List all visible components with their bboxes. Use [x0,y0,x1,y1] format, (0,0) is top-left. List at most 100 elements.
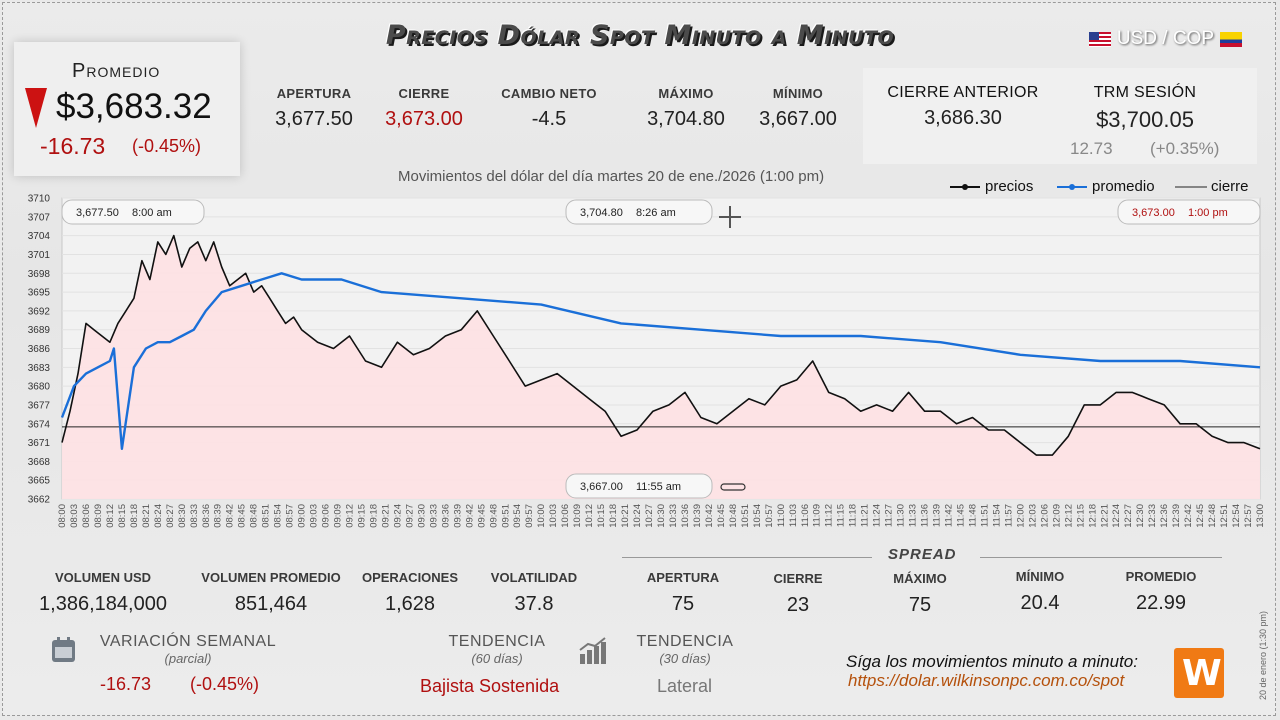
x-tick-label: 09:03 [309,504,320,528]
x-tick-label: 12:27 [1123,504,1134,528]
x-tick-label: 10:36 [680,504,691,528]
stat-value: 3,667.00 [759,108,837,130]
stat-operaciones: OPERACIONES 1,628 [356,570,464,616]
tendencia-30-sub: (30 días) [659,651,711,666]
x-tick-label: 08:03 [69,504,80,528]
stat-label: TRM SESIÓN [1093,84,1197,101]
bar-chart-icon [579,637,606,664]
annotation-time: 8:26 am [636,207,676,219]
x-tick-label: 10:15 [596,504,607,528]
x-tick-label: 09:00 [297,504,308,528]
x-tick-label: 10:48 [728,504,739,528]
x-tick-label: 08:21 [141,504,152,528]
stat-label: VOLATILIDAD [490,570,578,585]
x-tick-label: 12:33 [1147,504,1158,528]
legend-precios-marker [950,183,980,190]
spread-promedio: PROMEDIO 22.99 [1110,569,1212,615]
stat-value: 20.4 [1020,592,1060,614]
stat-label: VOLUMEN USD [54,570,152,585]
x-tick-label: 11:00 [776,504,787,527]
tendencia-60-label: TENDENCIA [448,633,546,650]
variacion-semanal: VARIACIÓN SEMANAL (parcial) [92,633,284,666]
y-tick-label: 3704 [28,231,51,242]
follow-link[interactable]: https://dolar.wilkinsonpc.com.co/spot [848,671,1125,690]
annotation-box [61,199,205,225]
stat-label: MÍNIMO [772,86,824,101]
x-tick-label: 12:12 [1063,504,1074,528]
promedio-change: -16.73 [40,133,106,159]
x-tick-label: 11:36 [920,504,931,527]
x-tick-label: 09:30 [416,504,427,528]
x-tick-label: 08:57 [285,504,296,528]
down-arrow-icon [25,88,47,128]
x-tick-label: 13:00 [1255,504,1266,528]
stat-value: 75 [671,593,695,615]
stat-label: CIERRE ANTERIOR [887,84,1039,101]
x-tick-label: 09:45 [476,504,487,528]
variacion-sub: (parcial) [164,651,212,666]
annotation-time: 11:55 am [636,481,681,493]
stat-volumen-promedio: VOLUMEN PROMEDIO 851,464 [194,570,348,616]
x-tick-label: 11:03 [788,504,799,527]
x-tick-label: 10:39 [692,504,703,528]
stat-value: 3,677.50 [275,108,353,130]
x-tick-label: 12:39 [1171,504,1182,528]
y-tick-label: 3665 [28,476,51,487]
y-tick-label: 3662 [28,495,51,506]
x-tick-label: 12:21 [1099,504,1110,528]
x-tick-label: 11:27 [884,504,895,527]
x-tick-label: 09:06 [321,504,332,528]
annotation-box [565,473,713,499]
x-tick-label: 11:42 [944,504,955,527]
trm-change-pct: (+0.35%) [1150,139,1220,158]
spread-label: SPREAD [888,546,957,563]
legend-promedio-label: promedio [1092,178,1155,195]
annotation-value: 3,677.50 [76,207,119,219]
y-tick-label: 3668 [28,457,51,468]
x-tick-label: 09:18 [368,504,379,528]
tendencia-30-value: Lateral [657,676,713,696]
y-tick-label: 3707 [28,212,51,223]
y-tick-label: 3680 [28,382,51,393]
x-tick-label: 09:24 [392,504,403,528]
x-tick-label: 12:24 [1111,504,1122,528]
x-tick-label: 09:39 [452,504,463,528]
x-tick-label: 11:45 [956,504,967,527]
x-tick-label: 08:51 [261,504,272,528]
x-tick-label: 12:54 [1231,504,1242,528]
spread-apertura: APERTURA 75 [632,570,734,616]
legend-precios: precios [950,178,1033,195]
y-tick-label: 3671 [28,438,51,449]
x-tick-label: 09:42 [464,504,475,528]
stat-value: 1,628 [384,593,436,615]
stat-cambio-neto: CAMBIO NETO -4.5 [490,86,608,131]
x-tick-label: 09:33 [428,504,439,528]
spread-divider-left [622,557,872,558]
x-tick-label: 08:06 [81,504,92,528]
trm-change: 12.73 [1070,139,1113,158]
variacion-change: -16.73 [100,674,152,694]
precios-line [61,234,1261,456]
tendencia-60-value: Bajista Sostenida [420,676,560,696]
x-tick-label: 08:36 [201,504,212,528]
stat-value: 3,704.80 [647,108,725,130]
x-tick-label: 09:27 [404,504,415,528]
stat-value: 1,386,184,000 [39,593,167,615]
x-tick-label: 11:30 [896,504,907,527]
x-tick-label: 10:27 [644,504,655,528]
stat-value: 75 [908,594,932,616]
x-tick-label: 11:48 [967,504,978,527]
stat-value: 3,686.30 [924,107,1002,129]
x-tick-label: 11:33 [908,504,919,527]
calendar-icon [52,637,75,662]
x-tick-label: 09:54 [512,504,523,528]
y-tick-label: 3710 [28,194,51,205]
x-tick-label: 09:48 [488,504,499,528]
x-tick-label: 10:45 [716,504,727,528]
x-tick-label: 08:27 [165,504,176,528]
x-tick-label: 08:39 [213,504,224,528]
wilkinson-logo-icon[interactable]: W [1174,648,1224,698]
x-tick-label: 09:15 [357,504,368,528]
us-flag-icon [1088,31,1111,47]
